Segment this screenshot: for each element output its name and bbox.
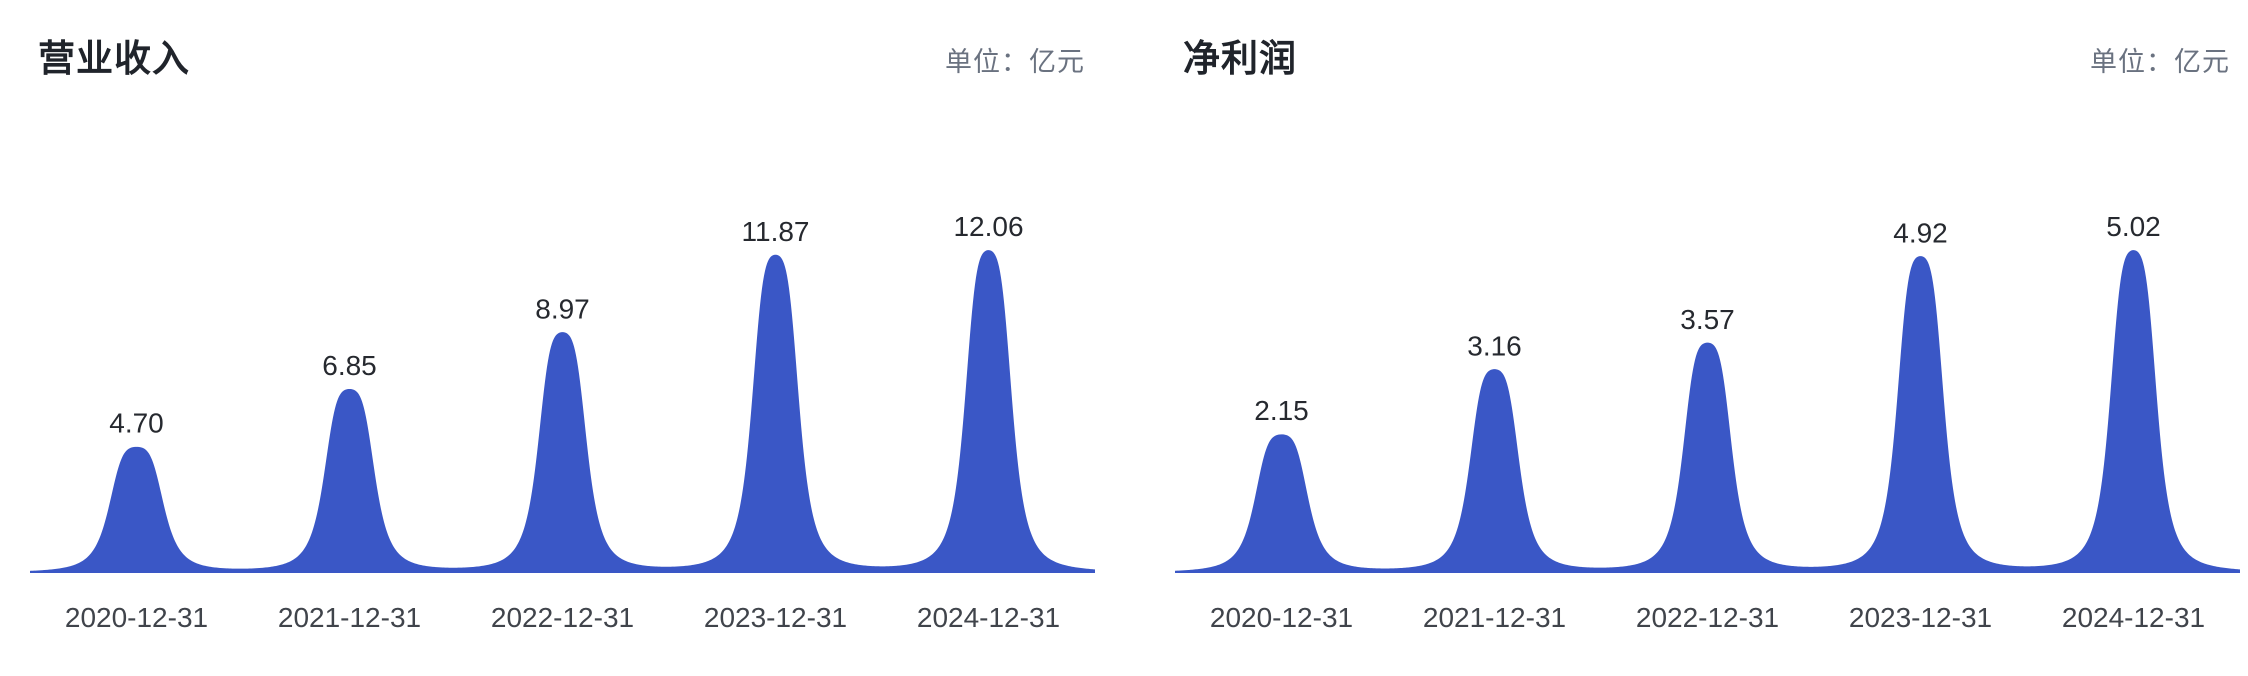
peak-chart-svg: 4.70 2020-12-31 6.85 2021-12-31 8.97 2022-12-… [30,211,1095,633]
net-profit-chart-header: 净利润 单位：亿元 [1183,38,2230,79]
x-axis-label: 2021-12-31 [278,602,421,633]
value-label: 2.15 [1254,395,1309,426]
value-label: 12.06 [953,211,1023,242]
x-axis-label: 2021-12-31 [1423,602,1566,633]
net-profit-chart-panel: 净利润 单位：亿元 2.15 2020-12-31 3.16 2021-12-31 3.… [1175,0,2240,676]
value-label: 6.85 [322,350,377,381]
x-axis-label: 2023-12-31 [1849,602,1992,633]
value-label: 3.57 [1680,304,1735,335]
value-label: 3.16 [1467,330,1522,361]
net-profit-peak-chart: 2.15 2020-12-31 3.16 2021-12-31 3.57 2022-12-… [1175,140,2240,640]
x-axis-label: 2020-12-31 [65,602,208,633]
x-axis-label: 2022-12-31 [491,602,634,633]
value-label: 11.87 [742,216,810,247]
x-axis-label: 2024-12-31 [917,602,1060,633]
x-axis-label: 2023-12-31 [704,602,847,633]
x-axis-label: 2022-12-31 [1636,602,1779,633]
value-label: 4.92 [1893,217,1948,248]
peak-chart-svg: 2.15 2020-12-31 3.16 2021-12-31 3.57 2022-12-… [1175,211,2240,633]
value-label: 5.02 [2106,211,2161,242]
x-axis-label: 2020-12-31 [1210,602,1353,633]
chart-title-net-profit: 净利润 [1183,38,1297,79]
chart-title-revenue: 营业收入 [38,38,190,79]
peaks-area [1175,250,2240,573]
revenue-peak-chart: 4.70 2020-12-31 6.85 2021-12-31 8.97 2022-12-… [30,140,1095,640]
x-axis-label: 2024-12-31 [2062,602,2205,633]
revenue-chart-header: 营业收入 单位：亿元 [38,38,1085,79]
value-label: 8.97 [535,294,590,325]
unit-label-revenue: 单位：亿元 [945,47,1085,77]
value-label: 4.70 [109,408,164,439]
unit-label-net-profit: 单位：亿元 [2090,47,2230,77]
peaks-area [30,250,1095,573]
revenue-chart-panel: 营业收入 单位：亿元 4.70 2020-12-31 6.85 2021-12-31 8… [30,0,1095,676]
